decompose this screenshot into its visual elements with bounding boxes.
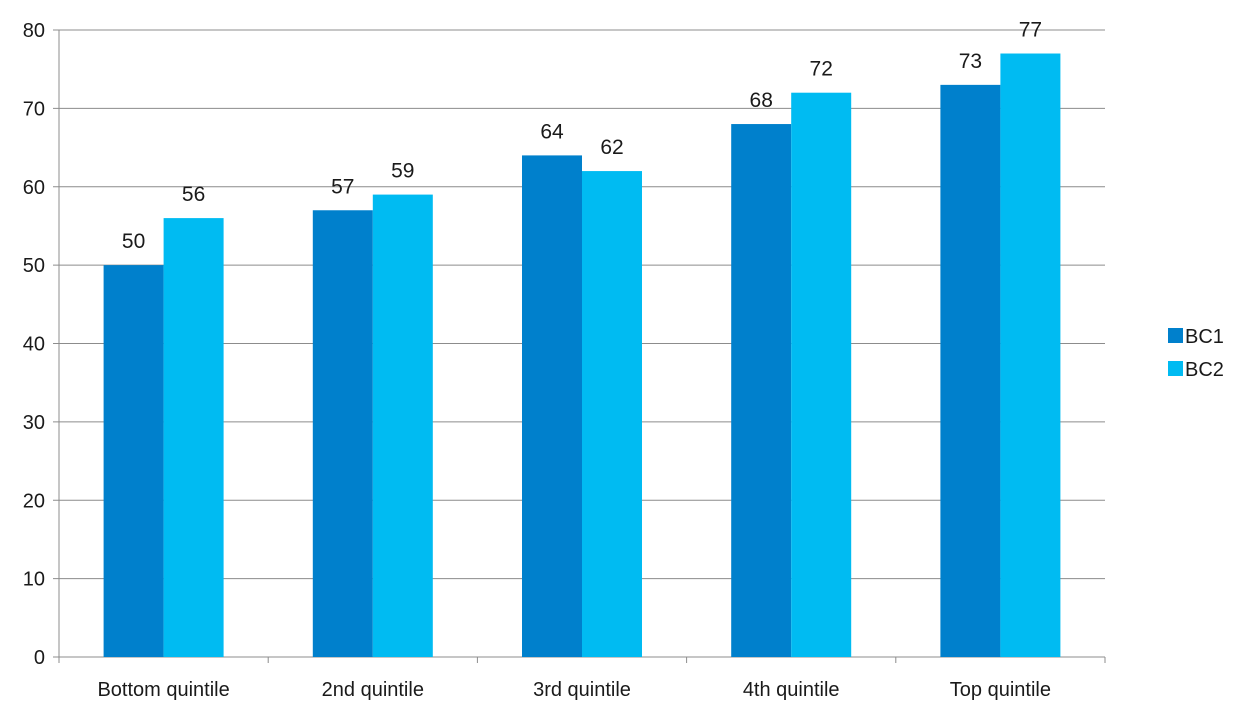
y-tick-label: 0 [34, 647, 45, 669]
x-category-label: Top quintile [950, 679, 1051, 701]
bar-bc1 [731, 124, 792, 658]
bar-bc1 [312, 210, 373, 657]
bar-bc2 [582, 171, 642, 657]
bar-bc1 [103, 265, 164, 657]
bar-bc2 [791, 92, 852, 657]
y-tick-label: 50 [23, 255, 45, 277]
bar-bc2 [1000, 53, 1061, 657]
bars [103, 53, 1061, 658]
bar-bc1 [940, 84, 1001, 658]
data-label: 59 [391, 160, 414, 183]
y-tick-label: 30 [23, 412, 45, 434]
data-label: 64 [540, 120, 564, 143]
legend-label: BC1 [1185, 326, 1224, 348]
legend-label: BC2 [1185, 359, 1224, 381]
legend: BC1 BC2 [1168, 326, 1224, 381]
bar-bc2 [163, 218, 224, 657]
data-label: 73 [959, 50, 982, 73]
data-label: 50 [122, 230, 145, 253]
data-labels: 50 56 57 59 64 62 68 72 73 77 [122, 19, 1042, 254]
data-label: 62 [600, 136, 623, 159]
legend-swatch-bc1 [1168, 328, 1183, 343]
legend-swatch-bc2 [1168, 361, 1183, 376]
x-category-label: Bottom quintile [97, 679, 229, 701]
data-label: 68 [750, 89, 773, 112]
y-tick-label: 10 [23, 569, 45, 591]
y-axis-ticks: 0 10 20 30 40 50 60 70 80 [23, 20, 59, 669]
data-label: 57 [331, 175, 354, 198]
data-label: 77 [1019, 19, 1042, 42]
y-tick-label: 20 [23, 490, 45, 512]
x-category-label: 2nd quintile [322, 679, 424, 701]
bar-bc1 [522, 155, 582, 657]
data-label: 56 [182, 183, 205, 206]
data-label: 72 [810, 58, 833, 81]
y-tick-label: 40 [23, 334, 45, 356]
x-category-label: 4th quintile [743, 679, 840, 701]
bar-bc2 [372, 194, 433, 657]
y-tick-label: 60 [23, 177, 45, 199]
y-tick-label: 80 [23, 20, 45, 42]
y-tick-label: 70 [23, 98, 45, 120]
x-axis-categories: Bottom quintile 2nd quintile 3rd quintile 4… [97, 679, 1051, 701]
x-category-label: 3rd quintile [533, 679, 631, 701]
